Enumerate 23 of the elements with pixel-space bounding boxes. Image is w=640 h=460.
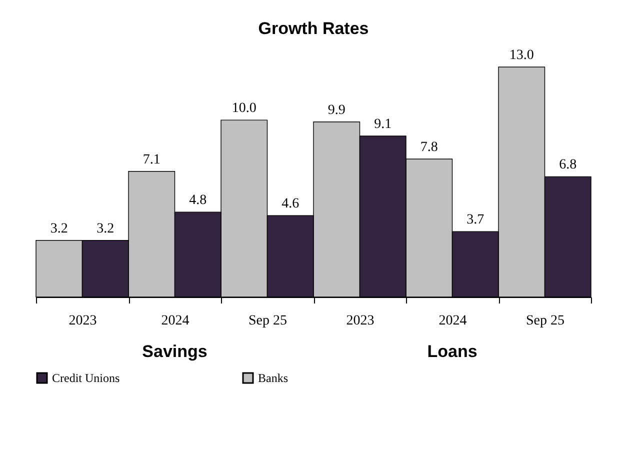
- x-tick-label: 2024: [438, 314, 467, 328]
- data-label: 4.8: [189, 193, 207, 208]
- data-label: 3.2: [96, 221, 114, 236]
- x-tick-label: 2023: [346, 314, 374, 328]
- x-tick-label: Sep 25: [248, 314, 287, 328]
- data-label: 7.8: [420, 140, 438, 155]
- data-label: 9.1: [374, 117, 392, 132]
- x-tick-label: 2024: [161, 314, 190, 328]
- data-label: 9.9: [328, 102, 346, 118]
- data-label: 7.1: [142, 152, 160, 168]
- data-label: 3.7: [466, 212, 484, 228]
- data-label: 3.2: [50, 221, 68, 236]
- text: Savings: [142, 342, 208, 361]
- chart-title: Growth Rates: [258, 19, 369, 38]
- legend-label: Credit Unions: [52, 371, 120, 385]
- data-label: 4.6: [282, 196, 300, 212]
- text: Loans: [427, 342, 478, 361]
- x-tick-label: 2023: [68, 314, 97, 328]
- data-label: 13.0: [509, 48, 534, 63]
- data-label: 10.0: [232, 101, 256, 116]
- legend-label: Banks: [258, 371, 288, 385]
- data-label: 6.8: [559, 158, 577, 173]
- x-tick-label: Sep 25: [526, 314, 564, 328]
